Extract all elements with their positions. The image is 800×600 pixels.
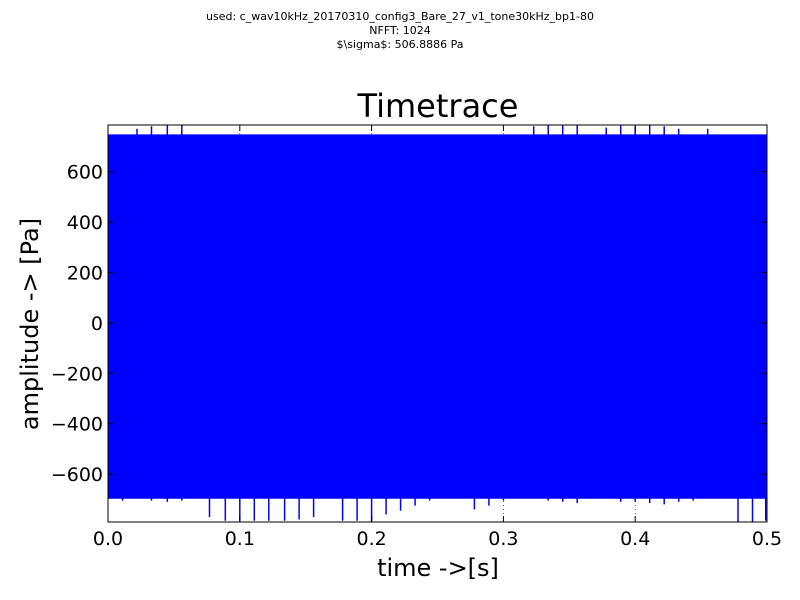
y-tick-label: −400 xyxy=(51,414,103,436)
header-sigma-line: $\sigma$: 506.8886 Pa xyxy=(336,38,464,51)
signal-band xyxy=(108,135,767,499)
y-tick-label: 600 xyxy=(67,162,103,184)
x-tick-label: 0.3 xyxy=(488,528,518,550)
y-tick-label: 0 xyxy=(91,313,103,335)
y-tick-label: −200 xyxy=(51,363,103,385)
plot-frame xyxy=(107,124,768,523)
header-source-line: used: c_wav10kHz_20170310_config3_Bare_2… xyxy=(206,10,594,23)
figure-header: used: c_wav10kHz_20170310_config3_Bare_2… xyxy=(0,10,800,52)
x-tick-label: 0.5 xyxy=(752,528,782,550)
x-axis-label: time ->[s] xyxy=(377,554,499,582)
x-tick-label: 0.0 xyxy=(93,528,123,550)
series-timetrace xyxy=(108,125,767,522)
tick-labels: 0.0 0.1 0.2 0.3 0.4 0.5 −600 −400 −200 0 200 400 600 xyxy=(51,162,782,550)
y-tick-label: 400 xyxy=(67,212,103,234)
x-tick-label: 0.4 xyxy=(620,528,650,550)
y-tick-label: −600 xyxy=(51,464,103,486)
x-tick-label: 0.2 xyxy=(356,528,386,550)
header-nfft-line: NFFT: 1024 xyxy=(369,24,431,37)
y-axis-label: amplitude -> [Pa] xyxy=(16,218,44,430)
chart-title: Timetrace xyxy=(357,87,519,125)
x-tick-label: 0.1 xyxy=(225,528,255,550)
y-tick-label: 200 xyxy=(67,262,103,284)
